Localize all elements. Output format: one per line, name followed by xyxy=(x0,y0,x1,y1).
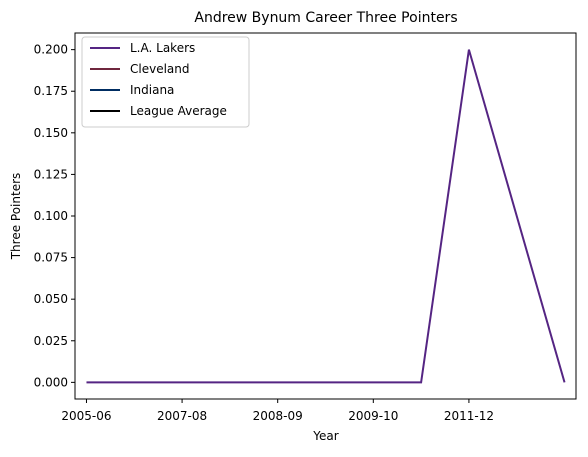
x-tick-label: 2005-06 xyxy=(61,409,111,423)
chart-title: Andrew Bynum Career Three Pointers xyxy=(194,10,457,26)
x-tick-label: 2009-10 xyxy=(348,409,398,423)
x-axis: 2005-06 2007-08 2008-09 2009-10 2011-12 xyxy=(61,399,494,423)
y-tick-label: 0.025 xyxy=(34,334,68,348)
series-line-l-a-lakers xyxy=(86,49,566,384)
y-tick-label: 0.150 xyxy=(34,126,68,140)
y-tick-label: 0.050 xyxy=(34,292,68,306)
legend-label: Indiana xyxy=(130,83,174,97)
series-layer xyxy=(86,49,566,384)
x-axis-label: Year xyxy=(312,429,338,443)
legend-box xyxy=(81,36,250,128)
y-tick-label: 0.075 xyxy=(34,251,68,265)
y-tick-label: 0.125 xyxy=(34,167,68,181)
x-tick-label: 2007-08 xyxy=(157,409,207,423)
legend: L.A. Lakers Cleveland Indiana League Averag… xyxy=(81,36,250,128)
x-tick-label: 2011-12 xyxy=(444,409,494,423)
y-axis-label: Three Pointers xyxy=(9,173,23,261)
y-tick-label: 0.100 xyxy=(34,209,68,223)
x-tick-label: 2008-09 xyxy=(253,409,303,423)
y-axis: 0.000 0.025 0.050 0.075 0.100 0.125 0.150 0.175… xyxy=(34,43,75,389)
y-tick-label: 0.000 xyxy=(34,375,68,389)
y-tick-label: 0.200 xyxy=(34,43,68,57)
legend-label: Cleveland xyxy=(130,62,190,76)
legend-label: League Average xyxy=(130,104,227,118)
y-tick-label: 0.175 xyxy=(34,84,68,98)
legend-label: L.A. Lakers xyxy=(130,41,195,55)
